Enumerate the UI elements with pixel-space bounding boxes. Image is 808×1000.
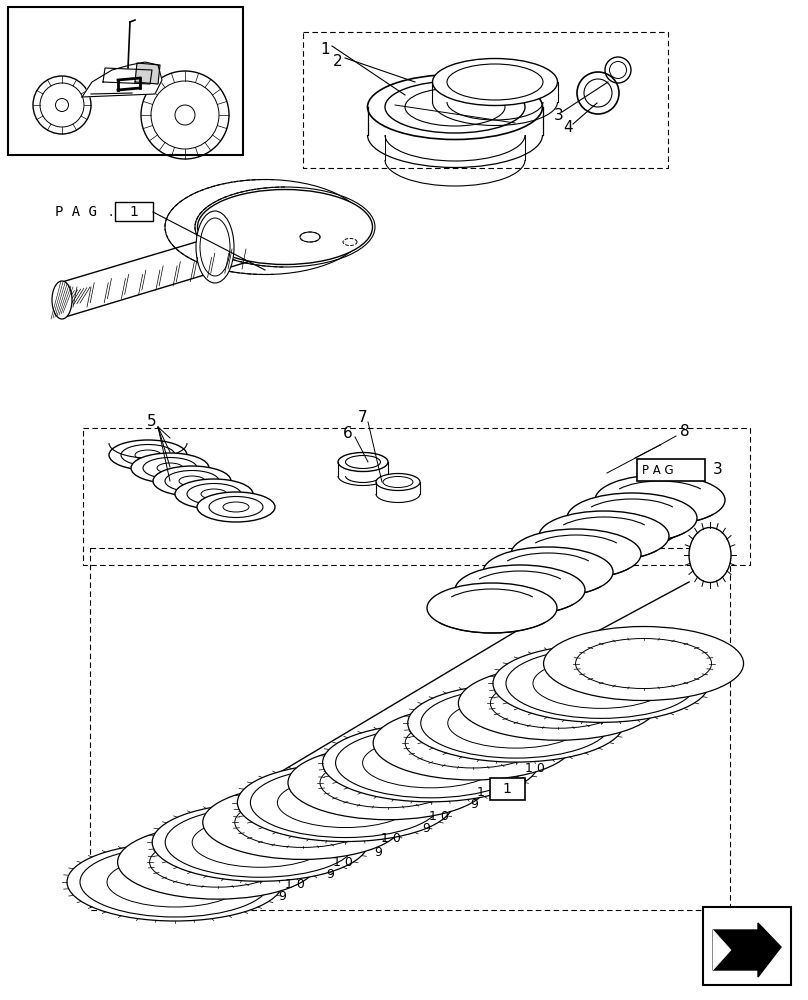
Text: 4: 4 [563, 120, 573, 135]
Ellipse shape [544, 627, 743, 701]
Text: 1 0: 1 0 [429, 810, 449, 822]
Ellipse shape [196, 211, 234, 283]
Ellipse shape [427, 583, 557, 633]
Ellipse shape [483, 547, 613, 597]
Text: 9: 9 [422, 822, 430, 836]
Text: 5: 5 [147, 414, 157, 430]
Ellipse shape [432, 58, 558, 105]
Polygon shape [103, 68, 152, 84]
Bar [115, 202, 153, 221]
Polygon shape [82, 62, 162, 97]
Polygon shape [713, 923, 781, 977]
Ellipse shape [689, 528, 731, 582]
Ellipse shape [368, 75, 542, 139]
Bar [8, 7, 243, 155]
Text: .: . [108, 205, 112, 219]
Text: 9: 9 [278, 890, 286, 904]
Text: 6: 6 [343, 426, 353, 442]
Ellipse shape [131, 453, 209, 483]
Ellipse shape [458, 666, 659, 740]
Text: 1: 1 [129, 205, 138, 219]
Text: 7: 7 [358, 410, 368, 426]
Text: P A G: P A G [642, 464, 674, 477]
Ellipse shape [539, 511, 669, 561]
Bar [637, 459, 705, 481]
Ellipse shape [152, 803, 368, 881]
Text: 1: 1 [503, 782, 511, 796]
Bar [703, 907, 791, 985]
Ellipse shape [153, 466, 231, 496]
Text: 9: 9 [470, 798, 478, 812]
Bar [490, 778, 525, 800]
Ellipse shape [197, 492, 275, 522]
Ellipse shape [238, 764, 453, 842]
Polygon shape [713, 930, 731, 970]
Text: 1 0: 1 0 [333, 856, 353, 868]
Ellipse shape [493, 644, 709, 722]
Ellipse shape [455, 565, 585, 615]
Ellipse shape [52, 281, 72, 319]
Ellipse shape [109, 440, 187, 470]
Ellipse shape [373, 706, 573, 780]
Ellipse shape [595, 475, 725, 525]
Ellipse shape [385, 81, 525, 133]
Ellipse shape [511, 529, 641, 579]
Text: 1 0: 1 0 [381, 832, 401, 846]
Ellipse shape [175, 479, 253, 509]
Text: 1 0: 1 0 [525, 762, 545, 776]
Text: 1: 1 [320, 42, 330, 57]
Text: 3: 3 [554, 108, 564, 123]
Text: P A G: P A G [55, 205, 97, 219]
Ellipse shape [567, 493, 697, 543]
Text: 2: 2 [333, 54, 343, 70]
Text: 9: 9 [374, 846, 382, 858]
Ellipse shape [121, 444, 175, 466]
Ellipse shape [288, 746, 488, 820]
Text: 1 0: 1 0 [285, 879, 305, 892]
Ellipse shape [165, 471, 219, 491]
Ellipse shape [376, 474, 420, 490]
Ellipse shape [338, 452, 388, 472]
Ellipse shape [322, 724, 539, 802]
Polygon shape [135, 63, 160, 84]
Ellipse shape [203, 785, 403, 859]
Ellipse shape [197, 190, 372, 264]
Text: 1 0: 1 0 [477, 786, 497, 798]
Ellipse shape [118, 825, 318, 899]
Text: 3: 3 [713, 462, 723, 478]
Text: 8: 8 [680, 424, 690, 440]
Ellipse shape [187, 484, 241, 504]
Ellipse shape [408, 684, 624, 762]
Text: 9: 9 [326, 868, 334, 882]
Ellipse shape [143, 458, 197, 479]
Ellipse shape [195, 187, 375, 267]
Ellipse shape [209, 496, 263, 518]
Ellipse shape [67, 843, 283, 921]
Text: 9: 9 [518, 776, 526, 788]
